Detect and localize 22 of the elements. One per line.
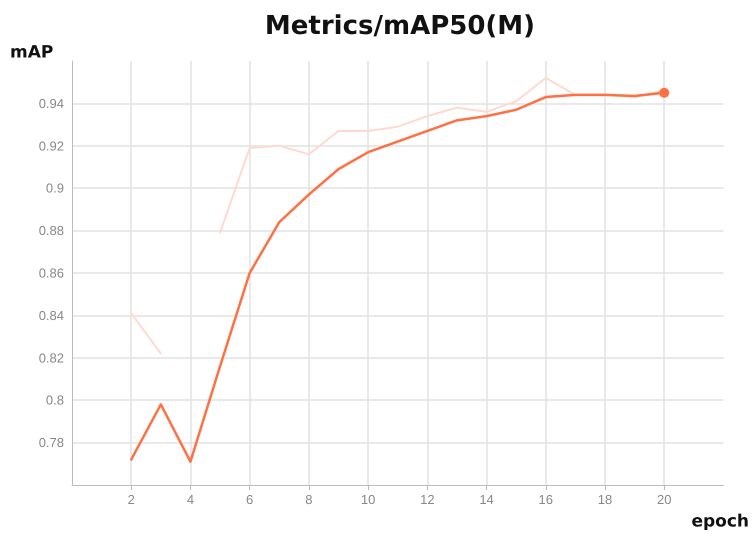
y-tick-label: 0.94 — [38, 96, 64, 111]
x-axis-title: epoch — [691, 512, 750, 532]
y-tick-label: 0.84 — [38, 308, 64, 323]
x-tick-label: 14 — [479, 492, 494, 507]
y-tick-label: 0.9 — [46, 180, 64, 196]
chart-title: Metrics/mAP50(M) — [264, 11, 536, 41]
x-tick-label: 18 — [598, 492, 612, 507]
y-axis-title: mAP — [10, 42, 54, 62]
y-tick-label: 0.88 — [38, 223, 64, 238]
y-tick-label: 0.92 — [38, 138, 64, 154]
x-tick-label: 16 — [538, 492, 554, 507]
y-tick-label: 0.82 — [38, 350, 64, 366]
y-tick-label: 0.86 — [38, 266, 64, 280]
x-tick-label: 10 — [360, 492, 376, 507]
x-tick-label: 2 — [128, 492, 135, 507]
x-tick-label: 4 — [186, 492, 194, 507]
x-tick-label: 20 — [656, 492, 672, 507]
x-tick-label: 12 — [420, 492, 435, 507]
x-tick-label: 8 — [305, 492, 313, 507]
y-tick-label: 0.78 — [38, 435, 64, 450]
y-tick-label: 0.8 — [46, 392, 64, 408]
x-tick-label: 6 — [246, 492, 254, 507]
